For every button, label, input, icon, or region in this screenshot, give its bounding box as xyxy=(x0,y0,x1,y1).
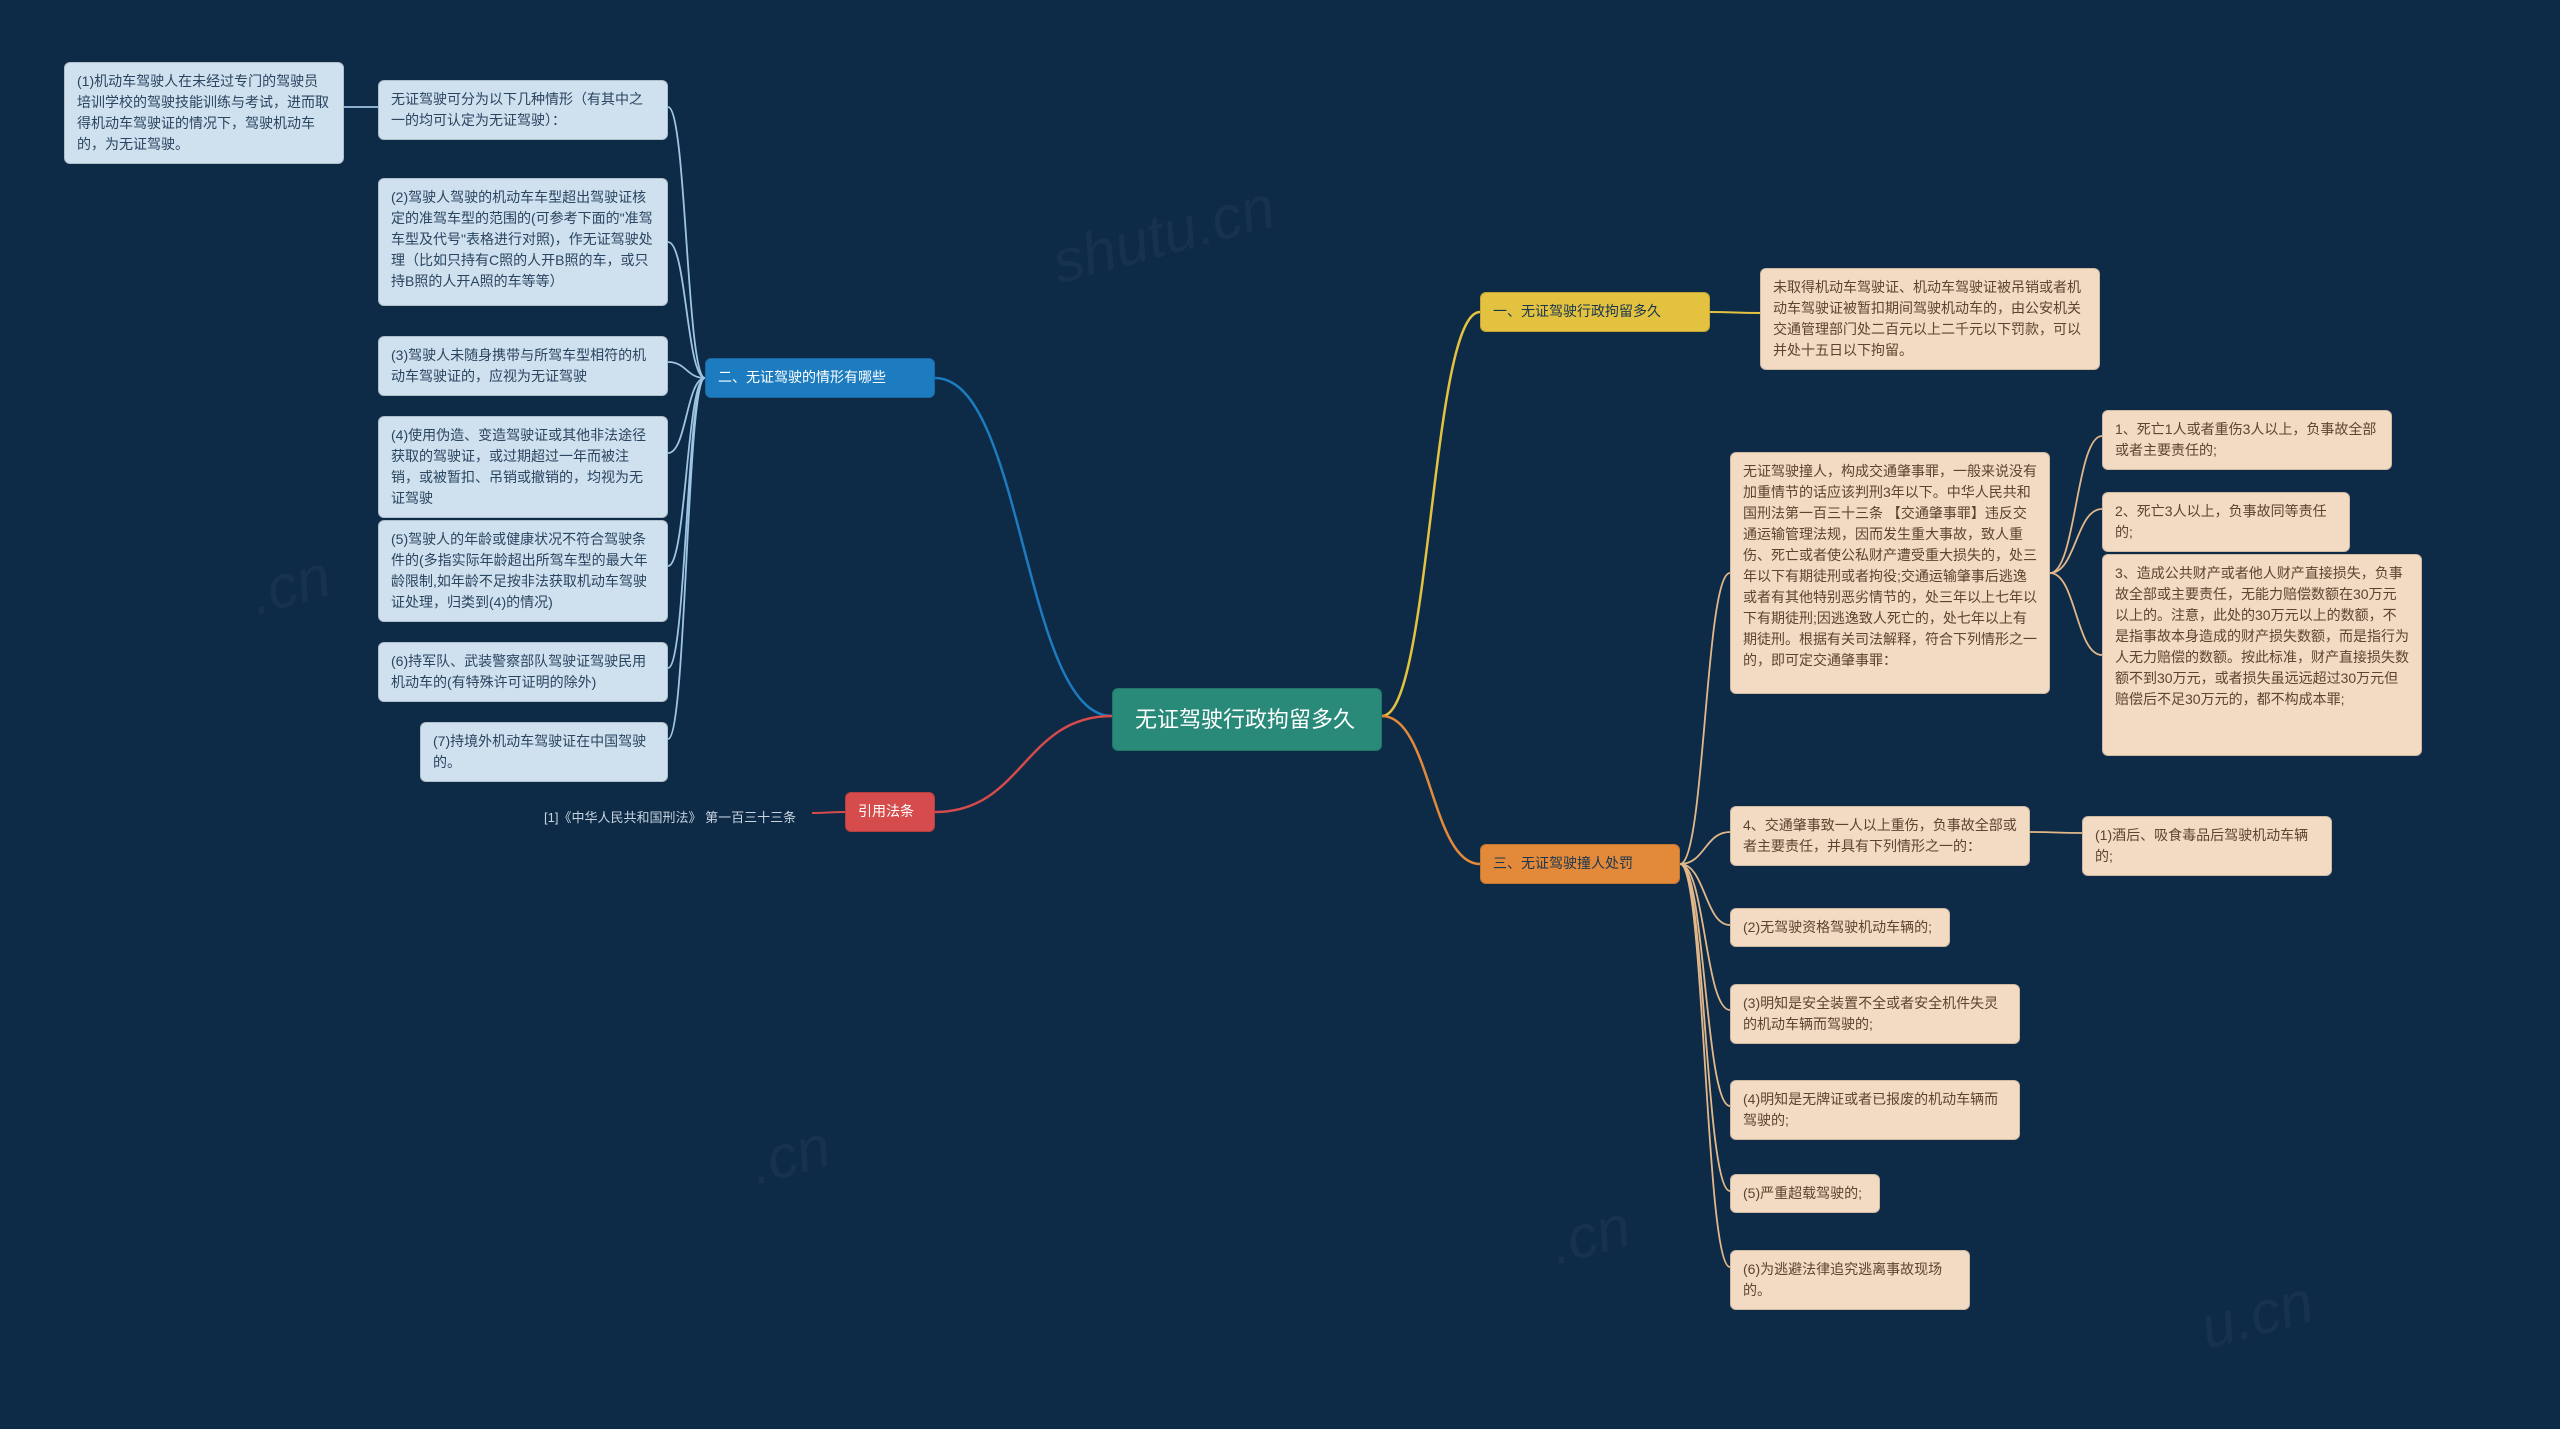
branch-1: 一、无证驾驶行政拘留多久 xyxy=(1480,292,1710,332)
branch-2: 二、无证驾驶的情形有哪些 xyxy=(705,358,935,398)
branch-3: 三、无证驾驶撞人处罚 xyxy=(1480,844,1680,884)
branch-3-rest: (6)为逃避法律追究逃离事故现场的。 xyxy=(1730,1250,1970,1310)
branch-1-leaf: 未取得机动车驾驶证、机动车驾驶证被吊销或者机动车驾驶证被暂扣期间驾驶机动车的，由… xyxy=(1760,268,2100,370)
branch-1-leaf-text: 未取得机动车驾驶证、机动车驾驶证被吊销或者机动车驾驶证被暂扣期间驾驶机动车的，由… xyxy=(1773,279,2081,358)
branch-3-main-sub: 1、死亡1人或者重伤3人以上，负事故全部或者主要责任的; xyxy=(2102,410,2392,470)
center-node: 无证驾驶行政拘留多久 xyxy=(1112,688,1382,751)
branch-3-main: 无证驾驶撞人，构成交通肇事罪，一般来说没有加重情节的话应该判刑3年以下。中华人民… xyxy=(1730,452,2050,694)
branch-2-grandchild: (1)机动车驾驶人在未经过专门的驾驶员培训学校的驾驶技能训练与考试，进而取得机动… xyxy=(64,62,344,164)
center-label: 无证驾驶行政拘留多久 xyxy=(1135,707,1355,732)
branch-3-sub4-sub-text: (1)酒后、吸食毒品后驾驶机动车辆的; xyxy=(2095,827,2308,864)
branch-4: 引用法条 xyxy=(845,792,935,832)
branch-3-main-sub: 3、造成公共财产或者他人财产直接损失，负事故全部或主要责任，无能力赔偿数额在30… xyxy=(2102,554,2422,756)
branch-3-rest: (5)严重超载驾驶的; xyxy=(1730,1174,1880,1213)
branch-3-rest: (3)明知是安全装置不全或者安全机件失灵的机动车辆而驾驶的; xyxy=(1730,984,2020,1044)
branch-2-child: (7)持境外机动车驾驶证在中国驾驶的。 xyxy=(420,722,668,782)
branch-1-label: 一、无证驾驶行政拘留多久 xyxy=(1493,303,1661,319)
branch-3-sub4-text: 4、交通肇事致一人以上重伤，负事故全部或者主要责任，并具有下列情形之一的： xyxy=(1743,817,2017,854)
branch-2-child: (3)驾驶人未随身携带与所驾车型相符的机动车驾驶证的，应视为无证驾驶 xyxy=(378,336,668,396)
branch-2-child: 无证驾驶可分为以下几种情形（有其中之一的均可认定为无证驾驶）： xyxy=(378,80,668,140)
watermark: u.cn xyxy=(2193,1266,2320,1362)
branch-3-rest: (2)无驾驶资格驾驶机动车辆的; xyxy=(1730,908,1950,947)
branch-2-child: (5)驾驶人的年龄或健康状况不符合驾驶条件的(多指实际年龄超出所驾车型的最大年龄… xyxy=(378,520,668,622)
watermark: .cn xyxy=(1542,1191,1637,1278)
branch-3-main-text: 无证驾驶撞人，构成交通肇事罪，一般来说没有加重情节的话应该判刑3年以下。中华人民… xyxy=(1743,463,2037,668)
branch-3-label: 三、无证驾驶撞人处罚 xyxy=(1493,855,1633,871)
watermark: .cn xyxy=(242,541,337,628)
watermark: .cn xyxy=(742,1111,837,1198)
branch-2-label: 二、无证驾驶的情形有哪些 xyxy=(718,369,886,385)
branch-4-label: 引用法条 xyxy=(858,803,914,819)
branch-2-child: (6)持军队、武装警察部队驾驶证驾驶民用机动车的(有特殊许可证明的除外) xyxy=(378,642,668,702)
watermark: shutu.cn xyxy=(1045,172,1282,297)
branch-4-leaf: [1]《中华人民共和国刑法》 第一百三十三条 xyxy=(532,800,812,836)
branch-3-sub4: 4、交通肇事致一人以上重伤，负事故全部或者主要责任，并具有下列情形之一的： xyxy=(1730,806,2030,866)
branch-2-child: (2)驾驶人驾驶的机动车车型超出驾驶证核定的准驾车型的范围的(可参考下面的"准驾… xyxy=(378,178,668,306)
branch-3-sub4-sub: (1)酒后、吸食毒品后驾驶机动车辆的; xyxy=(2082,816,2332,876)
branch-2-child: (4)使用伪造、变造驾驶证或其他非法途径获取的驾驶证，或过期超过一年而被注销，或… xyxy=(378,416,668,518)
branch-3-rest: (4)明知是无牌证或者已报废的机动车辆而驾驶的; xyxy=(1730,1080,2020,1140)
branch-3-main-sub: 2、死亡3人以上，负事故同等责任的; xyxy=(2102,492,2350,552)
